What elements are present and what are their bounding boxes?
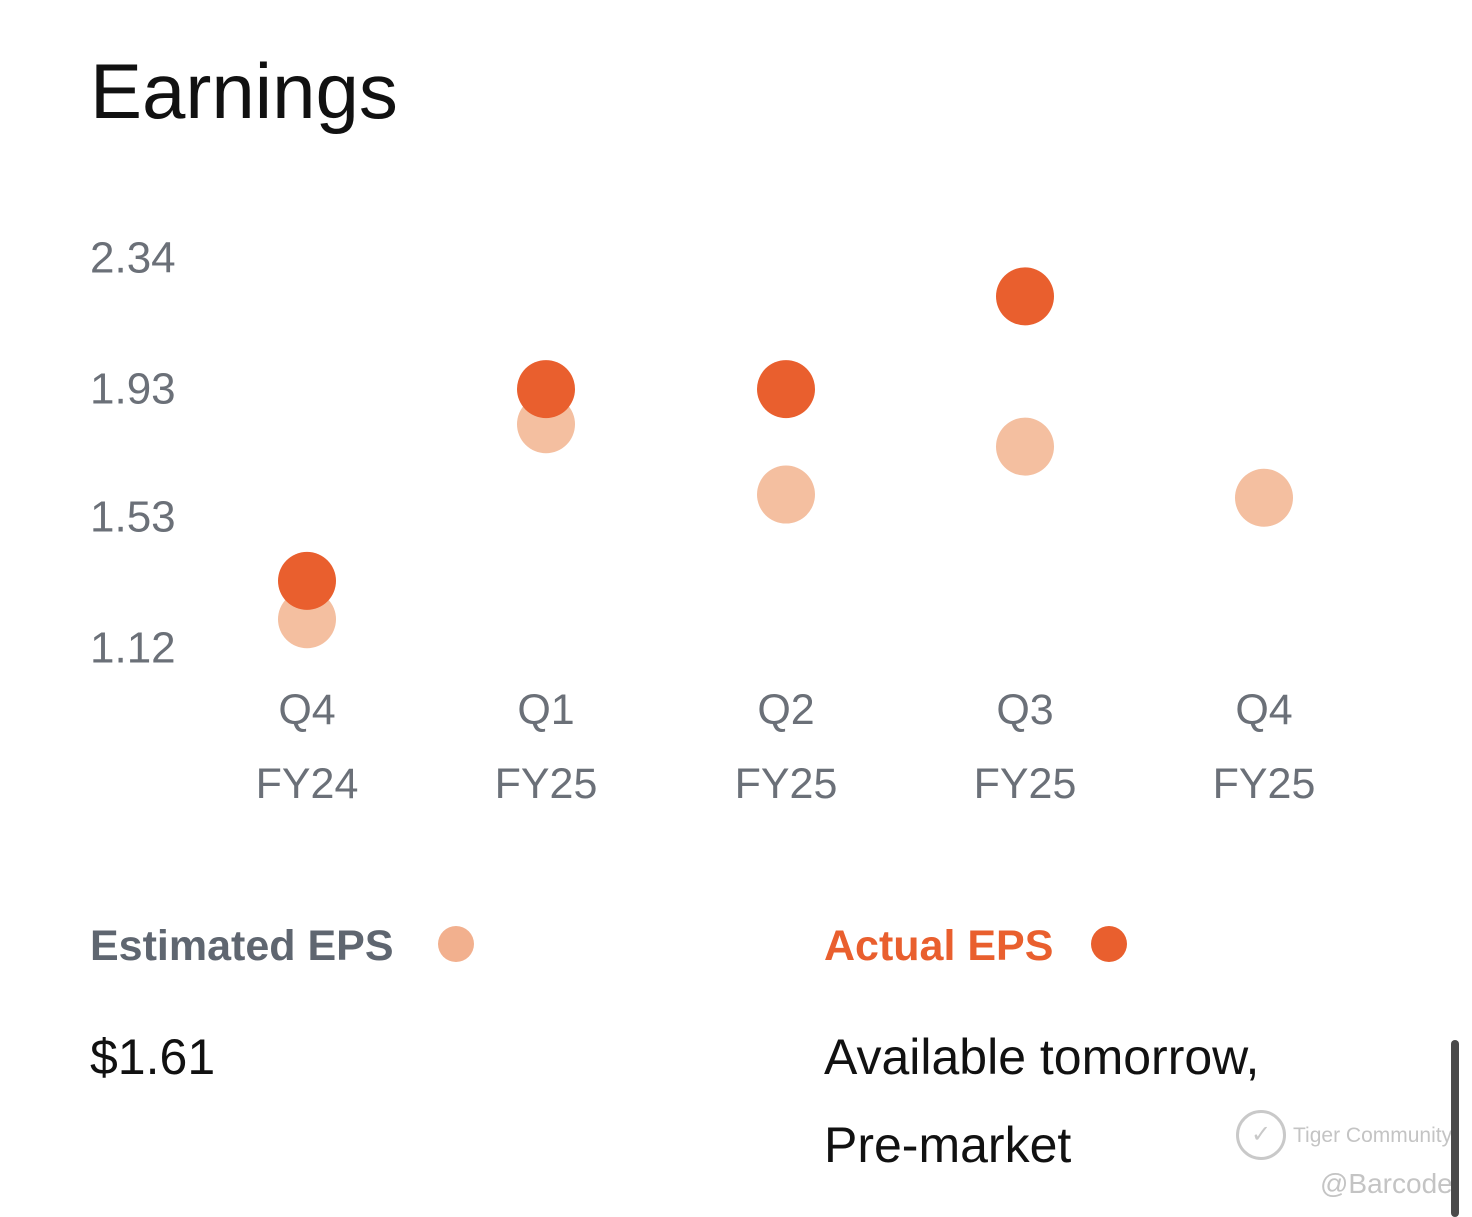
y-tick-label: 1.93 (90, 365, 176, 414)
watermark-community: Tiger Community (1293, 1124, 1453, 1147)
actual-eps-availability: Available tomorrow, (824, 1029, 1260, 1085)
x-tick-quarter-label: Q3 (996, 686, 1053, 734)
eps-scatter-chart: 2.34 1.93 1.53 1.12 Q4 FY24 Q1 FY25 Q2 FY25 Q3 FY25… (90, 234, 1316, 809)
x-tick-quarter-label: Q2 (757, 686, 814, 734)
estimated-eps-point (757, 465, 815, 524)
y-tick-label: 2.34 (90, 234, 176, 283)
actual-eps-point (517, 360, 575, 419)
x-tick-quarter-label: Q1 (517, 686, 574, 734)
estimated-eps-point (1235, 468, 1293, 527)
x-tick-quarter-label: Q4 (278, 686, 335, 734)
watermark-handle: @Barcode (1320, 1168, 1453, 1199)
actual-eps-label: Actual EPS (824, 922, 1054, 970)
estimated-eps-point (996, 417, 1054, 476)
actual-eps-legend-dot (1091, 926, 1127, 962)
estimated-eps-label: Estimated EPS (90, 922, 394, 970)
actual-eps-point (757, 360, 815, 419)
actual-eps-point (996, 267, 1054, 326)
x-tick-year-label: FY25 (495, 760, 598, 808)
x-tick-year-label: FY25 (974, 760, 1077, 808)
y-tick-label: 1.53 (90, 492, 176, 541)
y-tick-label: 1.12 (90, 624, 176, 673)
actual-eps-timing: Pre-market (824, 1117, 1072, 1173)
estimated-eps-value: $1.61 (90, 1029, 216, 1085)
x-tick-quarter-label: Q4 (1235, 686, 1292, 734)
actual-eps-point (278, 551, 336, 610)
x-tick-year-label: FY24 (256, 760, 359, 808)
tiger-logo-icon: ✓ (1236, 1110, 1286, 1160)
x-tick-year-label: FY25 (1213, 760, 1316, 808)
x-tick-year-label: FY25 (735, 760, 838, 808)
estimated-eps-legend-dot (438, 926, 474, 962)
page-title: Earnings (90, 47, 398, 135)
scrollbar[interactable] (1451, 1040, 1459, 1217)
